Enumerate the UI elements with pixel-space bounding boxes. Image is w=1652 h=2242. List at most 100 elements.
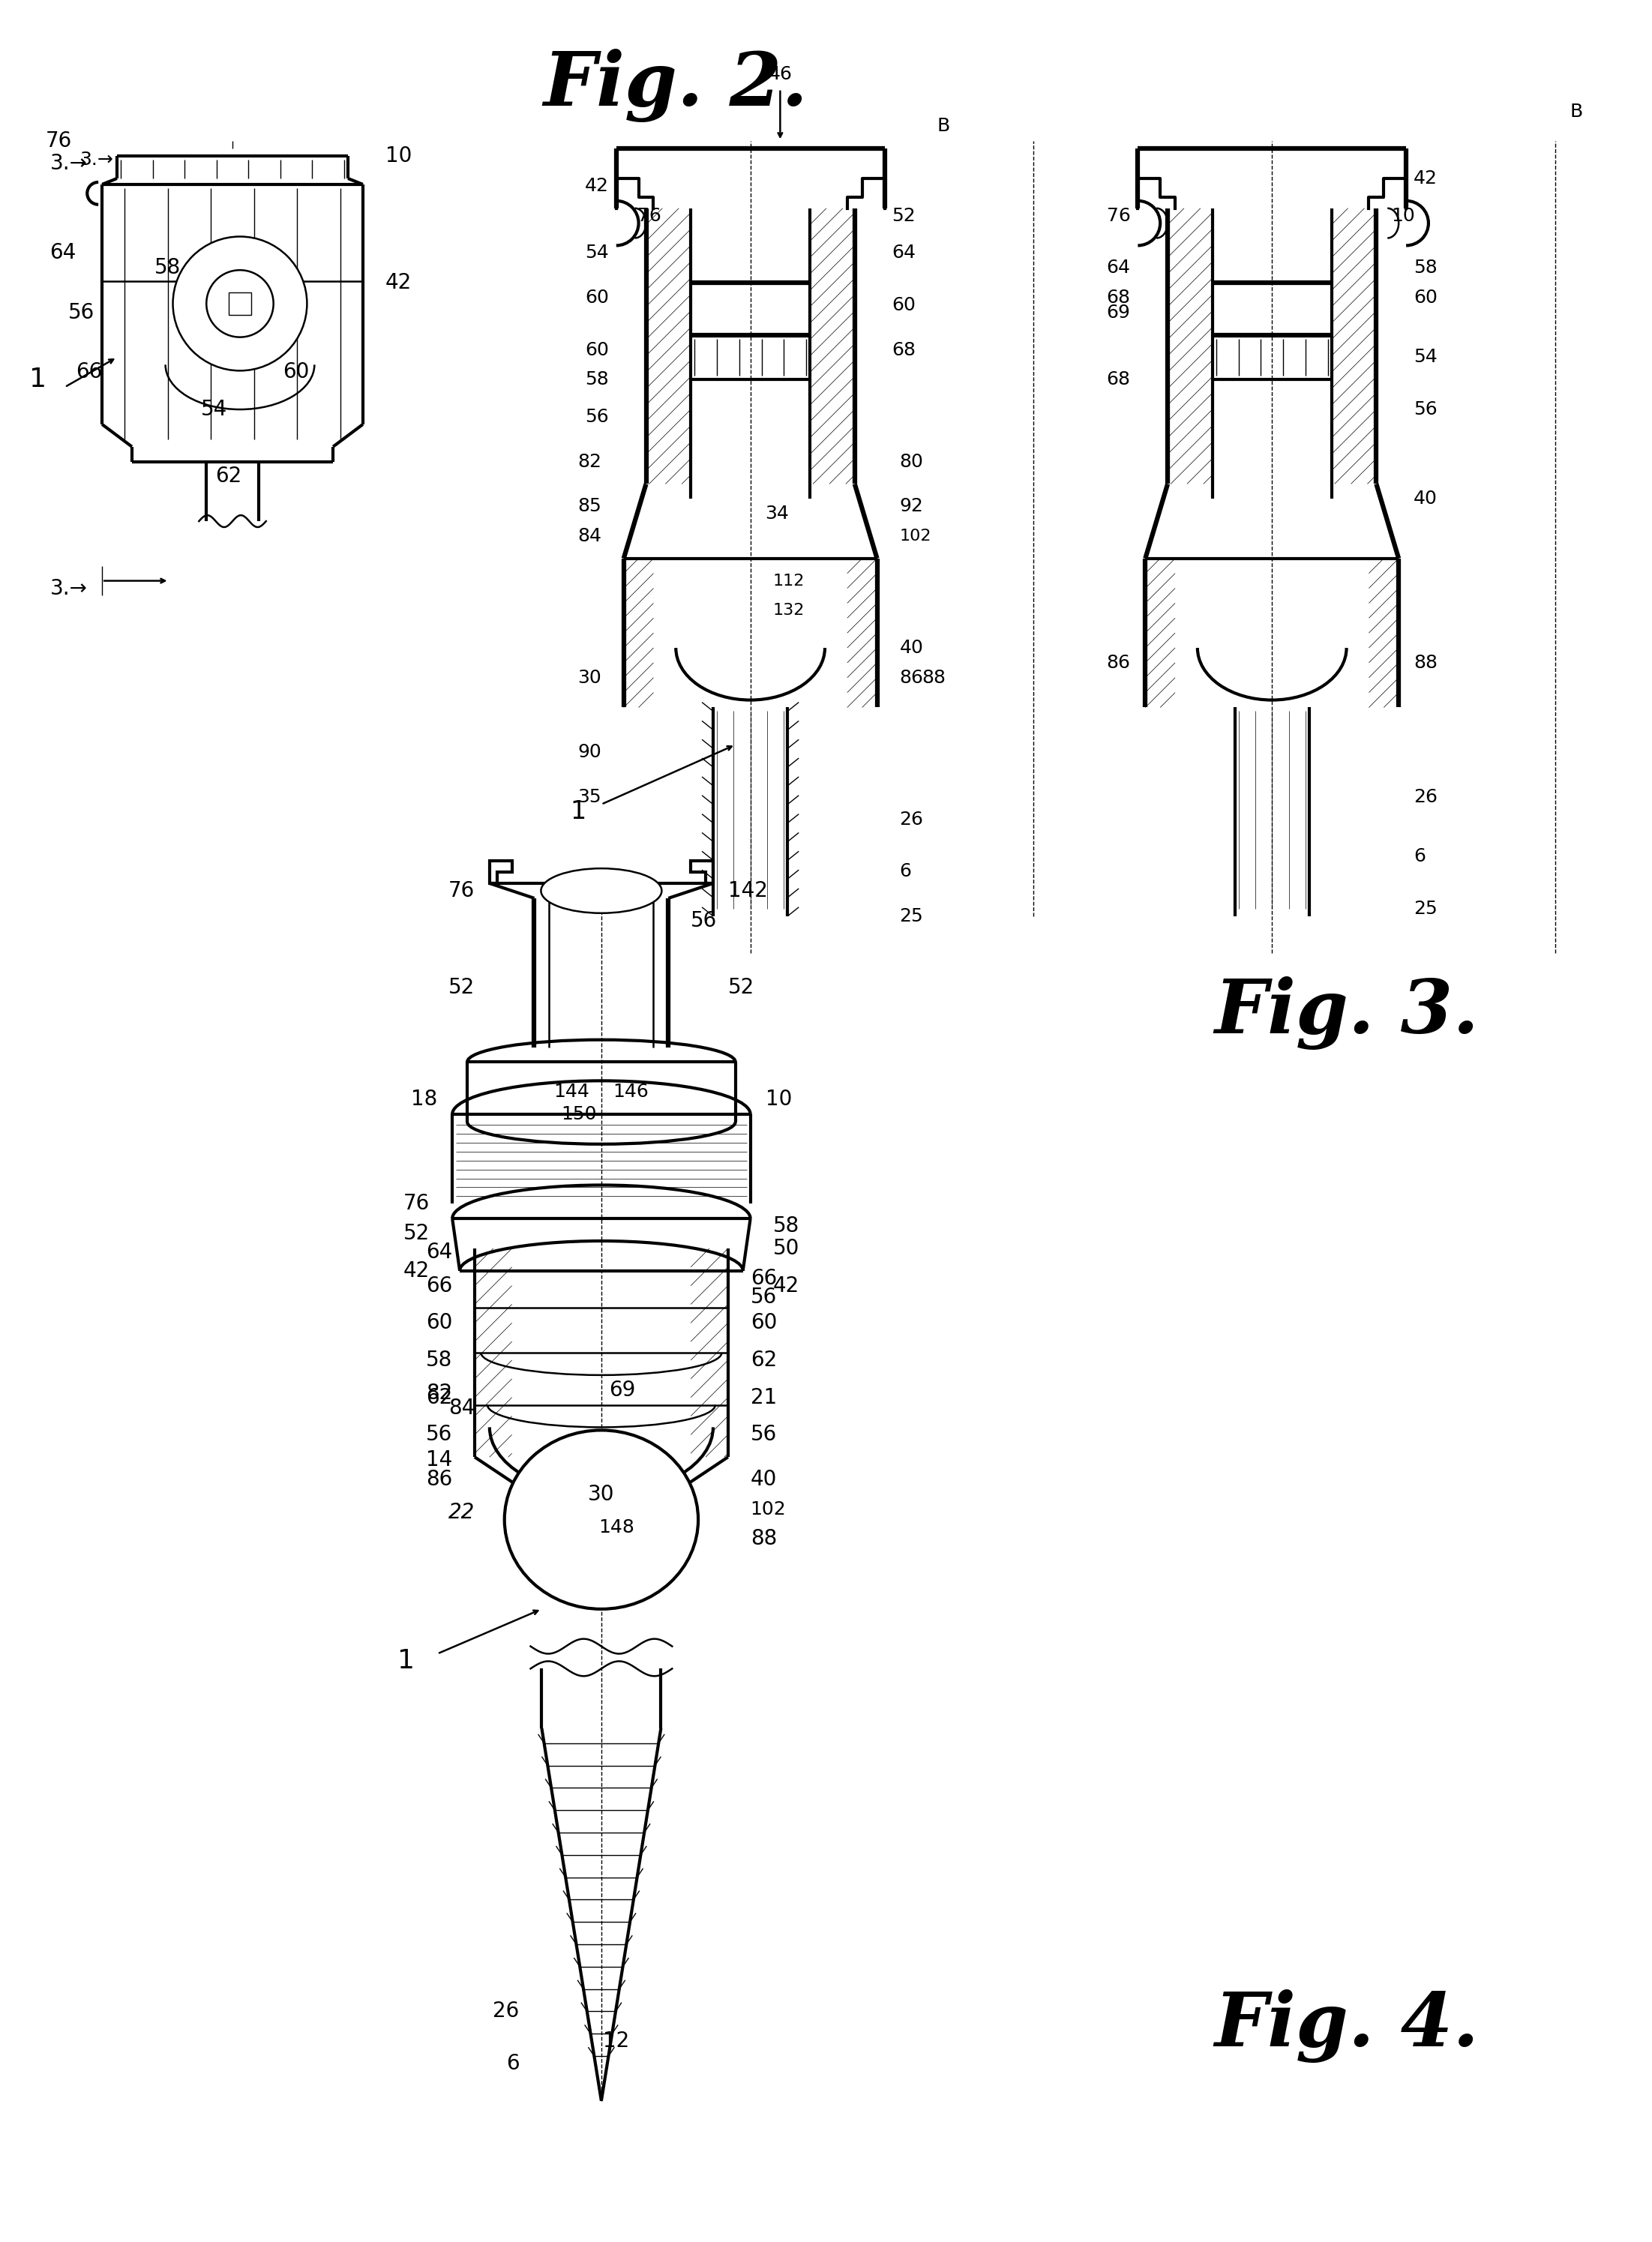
Text: 42: 42 bbox=[585, 177, 610, 195]
Text: 88: 88 bbox=[750, 1529, 776, 1549]
Text: 80: 80 bbox=[899, 453, 923, 471]
Text: 92: 92 bbox=[899, 498, 923, 516]
Text: 76: 76 bbox=[638, 206, 661, 224]
Text: 40: 40 bbox=[899, 639, 923, 657]
Text: 142: 142 bbox=[729, 881, 768, 901]
Text: 21: 21 bbox=[750, 1388, 776, 1408]
Text: 14: 14 bbox=[426, 1451, 453, 1471]
Circle shape bbox=[173, 238, 307, 370]
Text: 68: 68 bbox=[1107, 289, 1130, 307]
Text: 132: 132 bbox=[773, 603, 805, 619]
Text: 58: 58 bbox=[426, 1350, 453, 1370]
Text: 86: 86 bbox=[899, 668, 923, 686]
Text: 86: 86 bbox=[426, 1469, 453, 1491]
Text: 76: 76 bbox=[448, 881, 474, 901]
Text: 3.→: 3.→ bbox=[50, 578, 88, 599]
Text: 64: 64 bbox=[892, 244, 915, 262]
Text: 69: 69 bbox=[610, 1379, 636, 1401]
Text: 76: 76 bbox=[1107, 206, 1130, 224]
Text: 146: 146 bbox=[613, 1083, 649, 1101]
Text: 62: 62 bbox=[215, 466, 241, 487]
Text: 1: 1 bbox=[398, 1648, 415, 1675]
Text: 60: 60 bbox=[426, 1312, 453, 1334]
Text: 30: 30 bbox=[578, 668, 601, 686]
Text: 52: 52 bbox=[403, 1224, 430, 1244]
Polygon shape bbox=[691, 861, 714, 883]
Text: 52: 52 bbox=[729, 978, 755, 998]
Text: 42: 42 bbox=[773, 1276, 800, 1296]
Text: 34: 34 bbox=[765, 504, 790, 522]
Text: 90: 90 bbox=[578, 742, 601, 762]
Text: 50: 50 bbox=[773, 1238, 800, 1260]
Text: 26: 26 bbox=[492, 2000, 519, 2022]
Ellipse shape bbox=[540, 868, 662, 912]
Text: B: B bbox=[1569, 103, 1583, 121]
Text: 150: 150 bbox=[562, 1105, 596, 1123]
Text: 6: 6 bbox=[1414, 847, 1426, 865]
Text: 58: 58 bbox=[154, 258, 180, 278]
Text: 60: 60 bbox=[585, 341, 610, 359]
Text: 58: 58 bbox=[1414, 258, 1437, 276]
Text: 88: 88 bbox=[1414, 655, 1437, 673]
Text: 42: 42 bbox=[1414, 170, 1437, 188]
Text: 56: 56 bbox=[1414, 401, 1437, 419]
Text: 26: 26 bbox=[899, 809, 923, 827]
Text: 56: 56 bbox=[68, 303, 94, 323]
Polygon shape bbox=[489, 861, 512, 883]
Text: 56: 56 bbox=[585, 408, 610, 426]
Text: 10: 10 bbox=[765, 1090, 791, 1110]
Text: 10: 10 bbox=[385, 146, 411, 166]
Text: 6: 6 bbox=[506, 2054, 519, 2074]
Bar bbox=[228, 291, 251, 314]
Text: 42: 42 bbox=[385, 271, 411, 294]
Text: 76: 76 bbox=[403, 1193, 430, 1215]
Text: 56: 56 bbox=[750, 1287, 776, 1307]
Text: Fig. 4.: Fig. 4. bbox=[1214, 1989, 1479, 2063]
Text: Fig. 3.: Fig. 3. bbox=[1214, 975, 1479, 1049]
Text: 26: 26 bbox=[1414, 787, 1437, 805]
Text: 25: 25 bbox=[1414, 899, 1437, 917]
Text: 85: 85 bbox=[578, 498, 601, 516]
Text: 1: 1 bbox=[30, 368, 46, 392]
Ellipse shape bbox=[504, 1430, 699, 1610]
Text: 25: 25 bbox=[899, 908, 923, 926]
Text: 54: 54 bbox=[585, 244, 610, 262]
Text: 40: 40 bbox=[750, 1469, 776, 1491]
Text: 30: 30 bbox=[588, 1484, 615, 1504]
Text: 82: 82 bbox=[577, 453, 601, 471]
Text: 102: 102 bbox=[750, 1500, 786, 1518]
Text: 18: 18 bbox=[411, 1090, 438, 1110]
Text: 62: 62 bbox=[426, 1388, 453, 1408]
Text: 66: 66 bbox=[750, 1267, 776, 1289]
Text: 22: 22 bbox=[448, 1502, 474, 1522]
Text: 52: 52 bbox=[892, 206, 915, 224]
Text: 46: 46 bbox=[768, 65, 793, 83]
Text: 76: 76 bbox=[46, 130, 73, 152]
Text: 82: 82 bbox=[426, 1383, 453, 1403]
Text: 102: 102 bbox=[899, 529, 932, 543]
Text: 56: 56 bbox=[750, 1424, 776, 1446]
Text: 3.→: 3.→ bbox=[79, 150, 114, 168]
Text: 1: 1 bbox=[570, 800, 586, 825]
Text: B: B bbox=[937, 117, 950, 135]
Text: 112: 112 bbox=[773, 574, 805, 587]
Text: 69: 69 bbox=[1107, 303, 1130, 321]
Text: 148: 148 bbox=[598, 1518, 634, 1536]
Text: 60: 60 bbox=[585, 289, 610, 307]
Text: 86: 86 bbox=[1107, 655, 1130, 673]
Text: 12: 12 bbox=[603, 2031, 629, 2051]
Text: 66: 66 bbox=[76, 361, 102, 383]
Text: 68: 68 bbox=[1107, 370, 1130, 388]
Text: 54: 54 bbox=[1414, 348, 1437, 365]
Text: 66: 66 bbox=[426, 1276, 453, 1296]
Text: 62: 62 bbox=[750, 1350, 776, 1370]
Text: 35: 35 bbox=[578, 787, 601, 805]
Text: 64: 64 bbox=[50, 242, 76, 265]
Text: 68: 68 bbox=[892, 341, 915, 359]
Text: 88: 88 bbox=[922, 668, 945, 686]
Text: 58: 58 bbox=[773, 1215, 800, 1238]
Text: 42: 42 bbox=[403, 1260, 430, 1280]
Text: 60: 60 bbox=[1414, 289, 1437, 307]
Text: 84: 84 bbox=[448, 1397, 474, 1419]
Text: 64: 64 bbox=[426, 1242, 453, 1262]
